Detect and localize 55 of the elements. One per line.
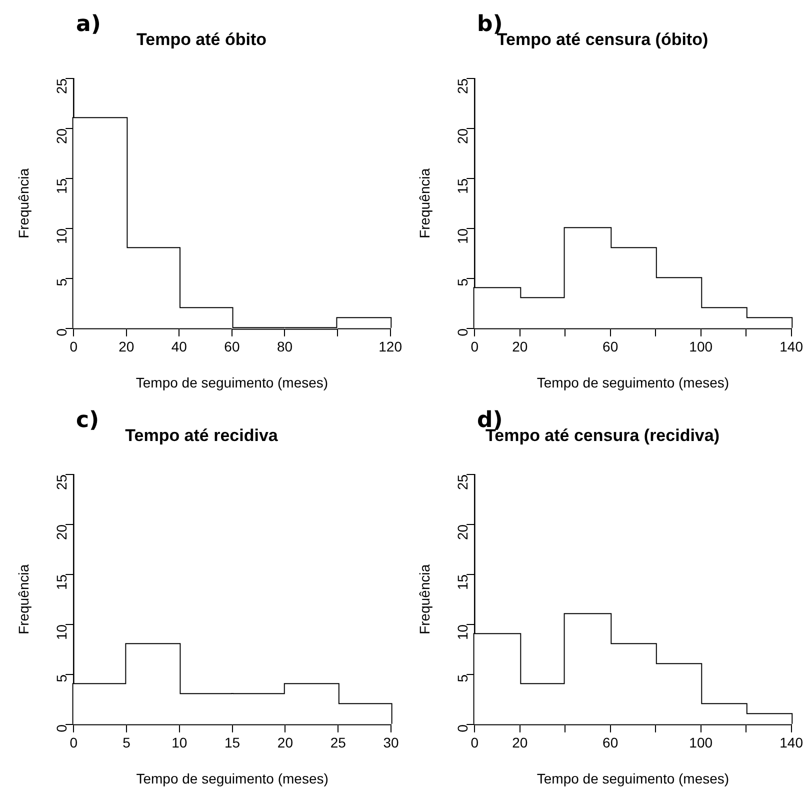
x-tick-label: 80	[276, 338, 293, 355]
y-axis-title: Frequência	[15, 564, 32, 634]
y-tick-label: 15	[53, 574, 70, 590]
x-tick-label: 140	[780, 338, 804, 355]
y-tick-label: 15	[454, 574, 470, 590]
y-tick-label: 20	[53, 524, 70, 540]
y-tick-label: 15	[53, 178, 70, 194]
x-tick-label: 30	[383, 734, 399, 751]
y-tick-label: 5	[53, 674, 70, 682]
y-tick-label: 15	[454, 178, 470, 194]
text: c)	[76, 408, 100, 433]
x-tick-label: 10	[172, 734, 188, 751]
y-tick-label: 5	[454, 278, 470, 286]
y-tick-label: 20	[53, 128, 70, 144]
y-tick-label: 25	[454, 78, 470, 94]
x-tick-label: 40	[171, 338, 188, 355]
x-axis-title: Tempo de seguimento (meses)	[536, 770, 730, 786]
text: a)	[76, 12, 101, 37]
y-axis-title: Frequência	[15, 168, 32, 238]
y-tick-label: 20	[454, 524, 470, 540]
x-axis-title: Tempo de seguimento (meses)	[536, 374, 730, 390]
x-tick-label: 60	[602, 734, 618, 751]
y-tick-label: 0	[454, 724, 470, 732]
x-tick-label: 5	[122, 734, 131, 751]
x-tick-label: 100	[689, 734, 713, 751]
x-tick-label: 20	[118, 338, 134, 355]
y-tick-label: 10	[454, 624, 470, 640]
y-axis-title: Frequência	[416, 564, 432, 634]
x-tick-label: 140	[780, 734, 804, 751]
y-tick-label: 0	[454, 328, 470, 336]
y-tick-label: 10	[53, 228, 70, 244]
x-axis-title: Tempo de seguimento (meses)	[136, 374, 328, 390]
x-tick-label: 60	[602, 338, 618, 355]
y-tick-label: 25	[454, 474, 470, 490]
y-tick-label: 5	[53, 278, 70, 286]
x-axis-title: Tempo de seguimento (meses)	[136, 770, 328, 786]
chart-title: Tempo até óbito	[136, 30, 267, 49]
y-tick-label: 20	[454, 128, 470, 144]
chart-title: Tempo até recidiva	[125, 426, 278, 445]
x-tick-label: 20	[277, 734, 294, 751]
x-tick-label: 25	[330, 734, 346, 751]
y-tick-label: 10	[454, 228, 470, 244]
y-tick-label: 10	[53, 624, 70, 640]
x-tick-label: 20	[512, 734, 528, 751]
y-tick-label: 0	[53, 724, 70, 732]
y-tick-label: 25	[53, 474, 70, 490]
x-tick-label: 20	[512, 338, 528, 355]
y-axis-title: Frequência	[416, 168, 432, 238]
x-tick-label: 100	[689, 338, 713, 355]
x-tick-label: 120	[378, 338, 402, 355]
x-tick-label: 60	[224, 338, 240, 355]
y-tick-label: 0	[53, 328, 70, 336]
y-tick-label: 5	[454, 674, 470, 682]
y-tick-label: 25	[53, 78, 70, 94]
x-tick-label: 15	[224, 734, 240, 751]
